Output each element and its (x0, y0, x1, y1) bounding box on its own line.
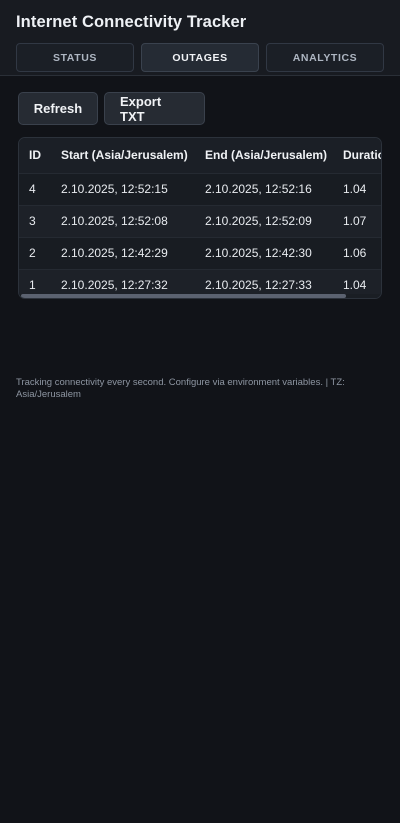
table-row: 2 2.10.2025, 12:42:29 2.10.2025, 12:42:3… (19, 237, 381, 269)
column-header-start[interactable]: Start (Asia/Jerusalem) (61, 148, 188, 163)
app-title: Internet Connectivity Tracker (16, 13, 247, 31)
cell-start: 2.10.2025, 12:42:29 (61, 246, 168, 260)
footer-status-text: Tracking connectivity every second. Conf… (16, 377, 345, 400)
horizontal-scrollbar[interactable] (19, 294, 381, 298)
cell-start: 2.10.2025, 12:27:32 (61, 278, 168, 293)
cell-end: 2.10.2025, 12:27:33 (205, 278, 312, 293)
refresh-button[interactable]: Refresh (18, 92, 98, 125)
column-header-end[interactable]: End (Asia/Jerusalem) (205, 148, 328, 163)
table-header-row: ID Start (Asia/Jerusalem) End (Asia/Jeru… (19, 138, 381, 173)
cell-duration: 1.04 (343, 182, 367, 196)
cell-end: 2.10.2025, 12:42:30 (205, 246, 312, 260)
cell-id: 4 (29, 182, 36, 196)
table-row: 3 2.10.2025, 12:52:08 2.10.2025, 12:52:0… (19, 205, 381, 237)
outages-table: ID Start (Asia/Jerusalem) End (Asia/Jeru… (19, 138, 381, 298)
cell-end: 2.10.2025, 12:52:09 (205, 214, 312, 228)
cell-start: 2.10.2025, 12:52:15 (61, 182, 168, 196)
cell-id: 2 (29, 246, 36, 260)
scrollbar-thumb[interactable] (21, 294, 346, 298)
tab-analytics[interactable]: ANALYTICS (266, 43, 384, 72)
column-header-id[interactable]: ID (29, 148, 41, 163)
app-header: Internet Connectivity Tracker STATUS OUT… (0, 0, 400, 76)
cell-duration: 1.06 (343, 246, 367, 260)
cell-duration: 1.07 (343, 214, 367, 228)
export-txt-button[interactable]: Export TXT (104, 92, 205, 125)
tab-outages[interactable]: OUTAGES (141, 43, 259, 72)
tab-bar: STATUS OUTAGES ANALYTICS (16, 43, 384, 72)
column-header-duration[interactable]: Duration (343, 148, 381, 163)
outages-table-container[interactable]: ID Start (Asia/Jerusalem) End (Asia/Jeru… (18, 137, 382, 299)
cell-start: 2.10.2025, 12:52:08 (61, 214, 168, 228)
table-row: 1 2.10.2025, 12:27:32 2.10.2025, 12:27:3… (19, 269, 381, 298)
cell-end: 2.10.2025, 12:52:16 (205, 182, 312, 196)
cell-id: 3 (29, 214, 36, 228)
cell-duration: 1.04 (343, 278, 367, 293)
tab-status[interactable]: STATUS (16, 43, 134, 72)
cell-id: 1 (29, 278, 36, 293)
table-row: 4 2.10.2025, 12:52:15 2.10.2025, 12:52:1… (19, 173, 381, 205)
toolbar: Refresh Export TXT (18, 92, 205, 125)
